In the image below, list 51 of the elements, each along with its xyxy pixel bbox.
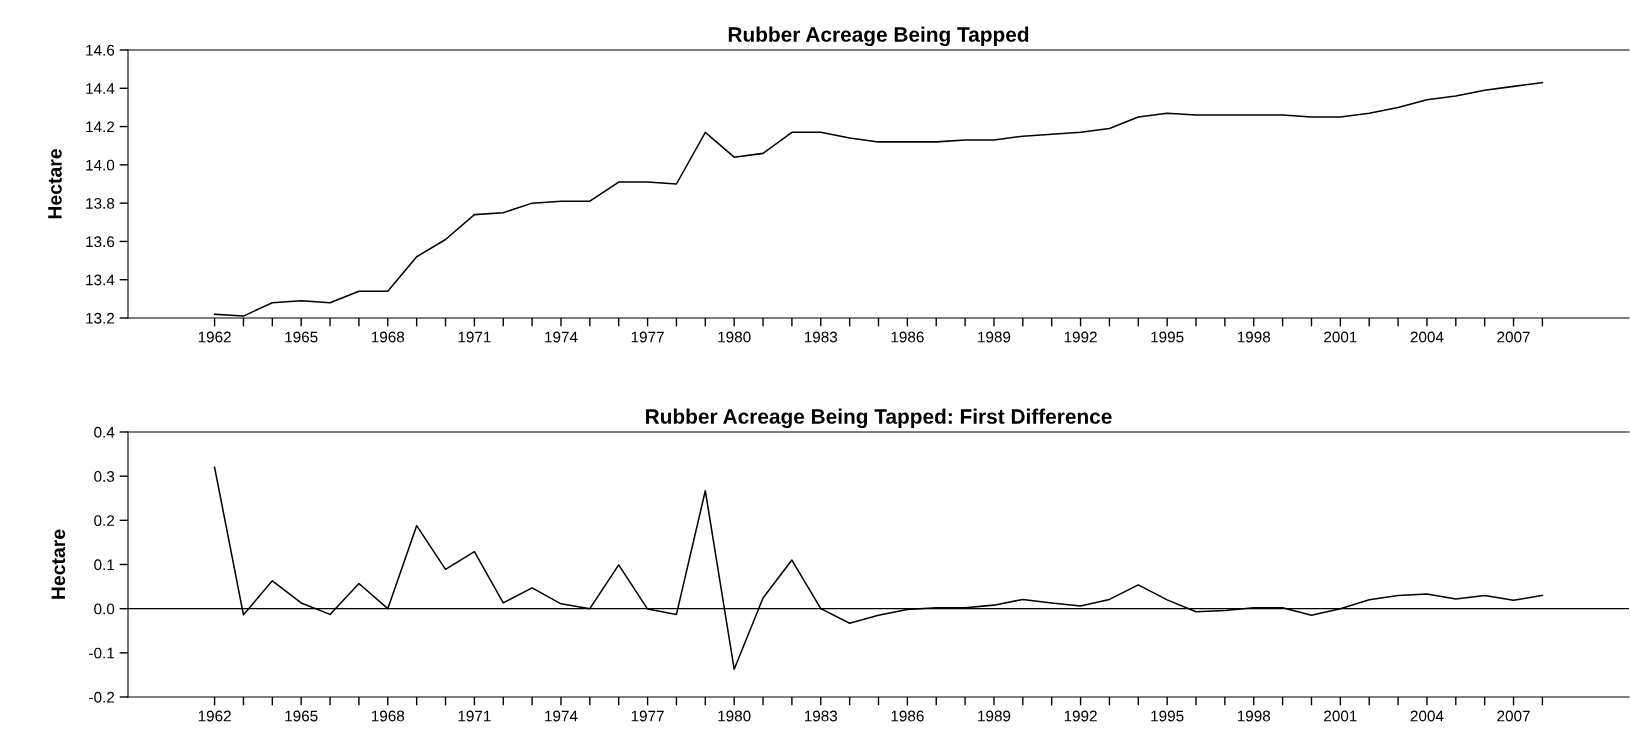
x-tick-label: 1974 xyxy=(545,331,578,343)
x-tick-label: 1995 xyxy=(1151,710,1184,722)
y-axis-title: Hectare xyxy=(48,148,62,219)
x-tick-label: 1983 xyxy=(804,331,838,343)
x-tick-label: 1962 xyxy=(198,331,231,343)
x-tick-label: 1983 xyxy=(804,710,838,722)
y-tick-label: 13.8 xyxy=(86,198,115,209)
y-tick-label: 0.0 xyxy=(94,603,115,615)
x-tick-label: 1989 xyxy=(978,710,1011,722)
x-tick-label: 1968 xyxy=(371,710,405,722)
y-tick-label: 14.6 xyxy=(86,44,115,56)
y-axis-title: Hectare xyxy=(51,529,66,599)
y-tick-label: 0.4 xyxy=(94,426,115,438)
x-tick-label: 1971 xyxy=(458,710,491,722)
x-tick-label: 1995 xyxy=(1151,331,1184,343)
y-tick-label: 13.4 xyxy=(86,274,115,286)
y-tick-label: 14.0 xyxy=(86,159,115,171)
chart-title: Rubber Acreage Being Tapped xyxy=(728,26,1029,47)
x-tick-label: 1992 xyxy=(1064,331,1097,343)
x-tick-label: 2001 xyxy=(1324,710,1357,722)
x-tick-label: 1968 xyxy=(371,331,405,343)
x-tick-label: 1986 xyxy=(891,710,924,722)
x-tick-label: 1977 xyxy=(631,331,664,343)
x-tick-label: 1992 xyxy=(1064,710,1097,722)
x-tick-label: 1980 xyxy=(718,331,751,343)
x-tick-label: 2004 xyxy=(1410,331,1444,343)
x-tick-label: 1989 xyxy=(978,331,1011,343)
x-tick-label: 1980 xyxy=(718,710,751,722)
x-tick-label: 1965 xyxy=(285,710,318,722)
x-tick-label: 1965 xyxy=(285,331,318,343)
y-tick-label: 0.1 xyxy=(94,559,115,571)
x-tick-label: 1971 xyxy=(458,331,491,343)
x-tick-label: 1977 xyxy=(631,710,664,722)
y-tick-label: 0.2 xyxy=(94,515,115,527)
y-tick-label: 14.2 xyxy=(86,121,115,133)
y-tick-label: 13.6 xyxy=(86,236,115,248)
x-tick-label: 1986 xyxy=(891,331,924,343)
x-tick-label: 1998 xyxy=(1237,710,1271,722)
x-tick-label: 2007 xyxy=(1497,331,1530,343)
x-tick-label: 1962 xyxy=(198,710,231,722)
x-tick-label: 2001 xyxy=(1324,331,1357,343)
chart-title: Rubber Acreage Being Tapped: First Difference xyxy=(646,408,1112,429)
x-tick-label: 1998 xyxy=(1237,331,1271,343)
y-tick-label: 14.4 xyxy=(86,83,115,94)
x-tick-label: 1974 xyxy=(545,710,578,722)
x-tick-label: 2007 xyxy=(1497,710,1530,722)
y-tick-label: 13.2 xyxy=(86,312,115,324)
x-tick-label: 2004 xyxy=(1410,710,1444,722)
y-tick-label: 0.3 xyxy=(94,471,115,482)
y-tick-label: -0.2 xyxy=(89,691,115,703)
y-tick-label: -0.1 xyxy=(89,647,115,659)
